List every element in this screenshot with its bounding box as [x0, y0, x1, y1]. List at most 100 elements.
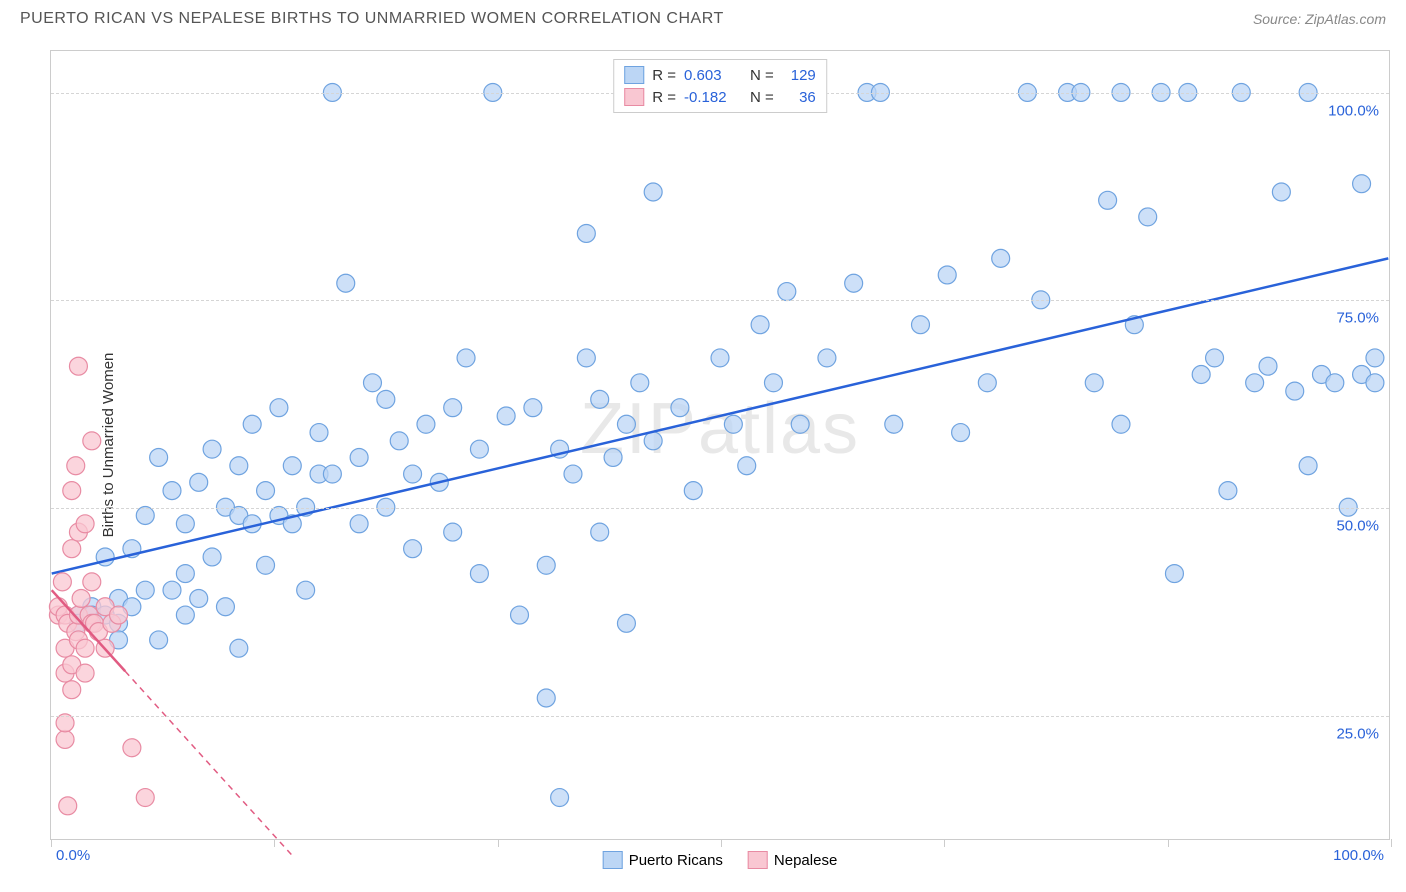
data-point [470, 565, 488, 583]
data-point [176, 606, 194, 624]
data-point [577, 225, 595, 243]
y-tick-label: 100.0% [1328, 102, 1379, 119]
data-point [617, 614, 635, 632]
r-value: 0.603 [684, 67, 742, 84]
data-point [377, 498, 395, 516]
data-point [203, 440, 221, 458]
legend-swatch [603, 851, 623, 869]
data-point [1246, 374, 1264, 392]
chart-title: PUERTO RICAN VS NEPALESE BIRTHS TO UNMAR… [20, 10, 724, 28]
data-point [1272, 183, 1290, 201]
data-point [163, 482, 181, 500]
data-point [511, 606, 529, 624]
data-point [644, 432, 662, 450]
x-axis-min-label: 0.0% [56, 847, 90, 864]
data-point [938, 266, 956, 284]
data-point [711, 349, 729, 367]
data-point [67, 457, 85, 475]
data-point [684, 482, 702, 500]
data-point [524, 399, 542, 417]
scatter-plot [51, 51, 1389, 839]
data-point [1219, 482, 1237, 500]
data-point [537, 556, 555, 574]
data-point [63, 482, 81, 500]
data-point [350, 448, 368, 466]
x-tick [51, 839, 52, 847]
data-point [978, 374, 996, 392]
data-point [404, 465, 422, 483]
correlation-legend: R = 0.603 N = 129 R = -0.182 N = 36 [613, 59, 827, 113]
data-point [310, 424, 328, 442]
data-point [1299, 457, 1317, 475]
chart-source: Source: ZipAtlas.com [1253, 11, 1386, 27]
data-point [297, 581, 315, 599]
data-point [631, 374, 649, 392]
data-point [404, 540, 422, 558]
data-point [537, 689, 555, 707]
data-point [76, 515, 94, 533]
data-point [59, 797, 77, 815]
gridline-h [51, 300, 1389, 301]
data-point [1353, 175, 1371, 193]
data-point [1259, 357, 1277, 375]
data-point [751, 316, 769, 334]
data-point [1366, 349, 1384, 367]
series-legend-item: Nepalese [748, 851, 837, 869]
data-point [671, 399, 689, 417]
data-point [457, 349, 475, 367]
data-point [591, 390, 609, 408]
data-point [885, 415, 903, 433]
data-point [444, 399, 462, 417]
series-legend-label: Nepalese [774, 852, 837, 869]
data-point [551, 789, 569, 807]
data-point [190, 589, 208, 607]
data-point [350, 515, 368, 533]
data-point [1165, 565, 1183, 583]
data-point [992, 249, 1010, 267]
data-point [203, 548, 221, 566]
data-point [243, 415, 261, 433]
r-label: R = [652, 67, 676, 84]
data-point [952, 424, 970, 442]
data-point [123, 739, 141, 757]
data-point [444, 523, 462, 541]
data-point [497, 407, 515, 425]
data-point [1326, 374, 1344, 392]
n-value: 36 [782, 89, 816, 106]
x-tick [1168, 839, 1169, 847]
data-point [912, 316, 930, 334]
data-point [377, 390, 395, 408]
gridline-h [51, 716, 1389, 717]
chart-container: Births to Unmarried Women ZIPatlas 25.0%… [50, 50, 1390, 840]
data-point [230, 639, 248, 657]
correlation-legend-row: R = -0.182 N = 36 [624, 86, 816, 108]
data-point [791, 415, 809, 433]
chart-header: PUERTO RICAN VS NEPALESE BIRTHS TO UNMAR… [0, 0, 1406, 33]
data-point [56, 730, 74, 748]
data-point [644, 183, 662, 201]
r-value: -0.182 [684, 89, 742, 106]
series-legend-item: Puerto Ricans [603, 851, 723, 869]
data-point [136, 581, 154, 599]
data-point [1339, 498, 1357, 516]
data-point [257, 556, 275, 574]
x-tick [721, 839, 722, 847]
data-point [163, 581, 181, 599]
legend-swatch [624, 66, 644, 84]
data-point [1286, 382, 1304, 400]
data-point [190, 473, 208, 491]
data-point [230, 457, 248, 475]
y-tick-label: 50.0% [1336, 518, 1379, 535]
x-tick [498, 839, 499, 847]
legend-swatch [624, 88, 644, 106]
data-point [257, 482, 275, 500]
data-point [1139, 208, 1157, 226]
data-point [83, 573, 101, 591]
data-point [604, 448, 622, 466]
data-point [323, 465, 341, 483]
data-point [617, 415, 635, 433]
data-point [778, 283, 796, 301]
data-point [364, 374, 382, 392]
data-point [83, 432, 101, 450]
data-point [390, 432, 408, 450]
